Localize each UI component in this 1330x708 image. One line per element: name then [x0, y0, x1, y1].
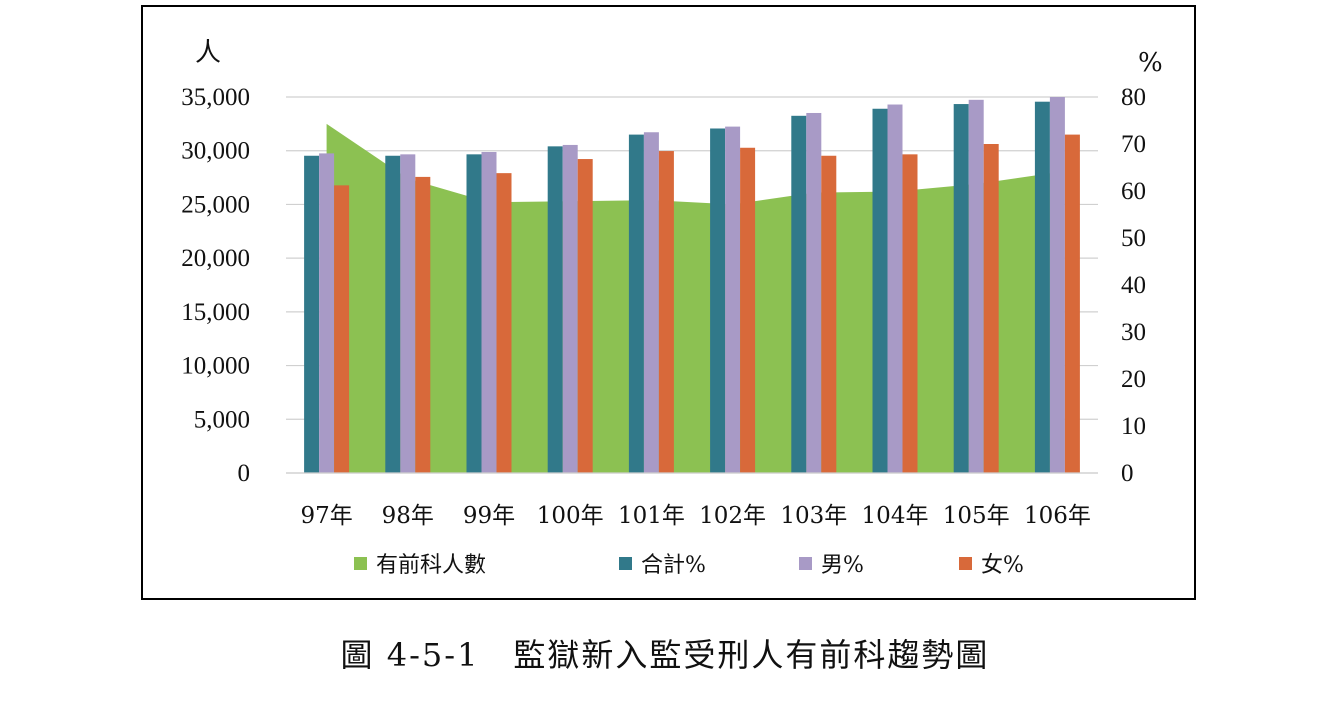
- left-axis-tick-label: 35,000: [181, 84, 250, 111]
- legend-label-男%: 男%: [821, 553, 864, 578]
- bar-女%-103年: [821, 155, 837, 473]
- bar-合計%-100年: [547, 146, 563, 473]
- bar-男%-101年: [643, 132, 659, 473]
- area-series-有前科人數: [326, 123, 1058, 473]
- right-axis-tick-label: 20: [1121, 366, 1146, 393]
- left-axis-tick-label: 10,000: [181, 353, 250, 380]
- chart-frame: 0 5,000 10,000 15,000 20,000 25,000 30,000 35,0…: [141, 5, 1196, 600]
- left-axis-unit: 人: [195, 38, 221, 68]
- x-axis-tick-label: 105年: [943, 503, 1010, 529]
- bar-男%-104年: [887, 104, 903, 474]
- bar-女%-97年: [334, 185, 350, 474]
- figure-caption: 圖 4-5-1 監獄新入監受刑人有前科趨勢圖: [340, 636, 990, 674]
- left-axis-tick-label: 0: [238, 460, 251, 487]
- bar-合計%-101年: [628, 134, 644, 473]
- bar-男%-103年: [806, 112, 822, 473]
- area-series-layer: [326, 123, 1058, 473]
- x-axis-tick-label: 101年: [618, 503, 685, 529]
- bar-女%-101年: [658, 151, 674, 474]
- bar-男%-97年: [319, 153, 335, 473]
- bar-女%-102年: [740, 147, 756, 473]
- bar-合計%-97年: [304, 155, 320, 473]
- left-axis-tick-label: 25,000: [181, 191, 250, 218]
- legend-swatch-合計%: [619, 557, 632, 570]
- bar-男%-106年: [1049, 97, 1065, 473]
- right-axis-tick-label: 70: [1121, 131, 1146, 158]
- right-axis-tick-label: 40: [1121, 272, 1146, 299]
- x-axis-tick-label: 100年: [537, 503, 604, 529]
- right-axis-tick-label: 30: [1121, 319, 1146, 346]
- bar-女%-98年: [415, 176, 431, 473]
- bar-合計%-98年: [385, 155, 401, 473]
- bar-女%-106年: [1064, 134, 1080, 473]
- bar-合計%-103年: [791, 115, 807, 474]
- x-axis-tick-label: 103年: [780, 503, 847, 529]
- left-axis-tick-label: 15,000: [181, 299, 250, 326]
- bar-合計%-104年: [872, 108, 888, 473]
- left-axis-tick-label: 5,000: [194, 406, 250, 433]
- bar-男%-98年: [400, 154, 416, 473]
- x-axis-tick-label: 97年: [300, 503, 352, 529]
- bar-男%-100年: [562, 144, 578, 473]
- bar-男%-99年: [481, 151, 497, 474]
- bar-合計%-99年: [466, 154, 482, 473]
- axis-layer: 0 5,000 10,000 15,000 20,000 25,000 30,000 35,0…: [181, 38, 1162, 529]
- bar-series-layer: [304, 97, 1080, 474]
- legend-swatch-有前科人數: [354, 557, 367, 570]
- bar-女%-100年: [577, 159, 593, 474]
- right-axis-tick-label: 50: [1121, 225, 1146, 252]
- x-axis-tick-label: 99年: [463, 503, 515, 529]
- legend-label-女%: 女%: [981, 553, 1024, 578]
- right-axis-tick-label: 0: [1121, 460, 1134, 487]
- legend-label-有前科人數: 有前科人數: [376, 553, 486, 578]
- x-axis-tick-label: 106年: [1024, 503, 1091, 529]
- bar-男%-105年: [968, 99, 984, 473]
- left-axis-tick-label: 30,000: [181, 138, 250, 165]
- legend-label-合計%: 合計%: [641, 553, 706, 578]
- bar-女%-104年: [902, 154, 918, 473]
- left-axis-tick-label: 20,000: [181, 245, 250, 272]
- bar-合計%-102年: [710, 128, 726, 473]
- bar-合計%-105年: [953, 104, 969, 474]
- bar-女%-99年: [496, 173, 512, 473]
- right-axis-tick-label: 60: [1121, 178, 1146, 205]
- bar-女%-105年: [983, 144, 999, 473]
- bar-合計%-106年: [1034, 101, 1050, 473]
- right-axis-unit: %: [1138, 48, 1163, 78]
- right-axis-tick-label: 10: [1121, 413, 1146, 440]
- right-axis-tick-label: 80: [1121, 84, 1146, 111]
- legend-swatch-女%: [959, 557, 972, 570]
- combo-chart: 0 5,000 10,000 15,000 20,000 25,000 30,000 35,0…: [181, 38, 1162, 578]
- legend: 有前科人數 合計% 男% 女%: [354, 553, 1024, 578]
- x-axis-tick-label: 98年: [382, 503, 434, 529]
- x-axis-tick-label: 104年: [862, 503, 929, 529]
- legend-swatch-男%: [799, 557, 812, 570]
- bar-男%-102年: [725, 126, 741, 474]
- x-axis-tick-label: 102年: [699, 503, 766, 529]
